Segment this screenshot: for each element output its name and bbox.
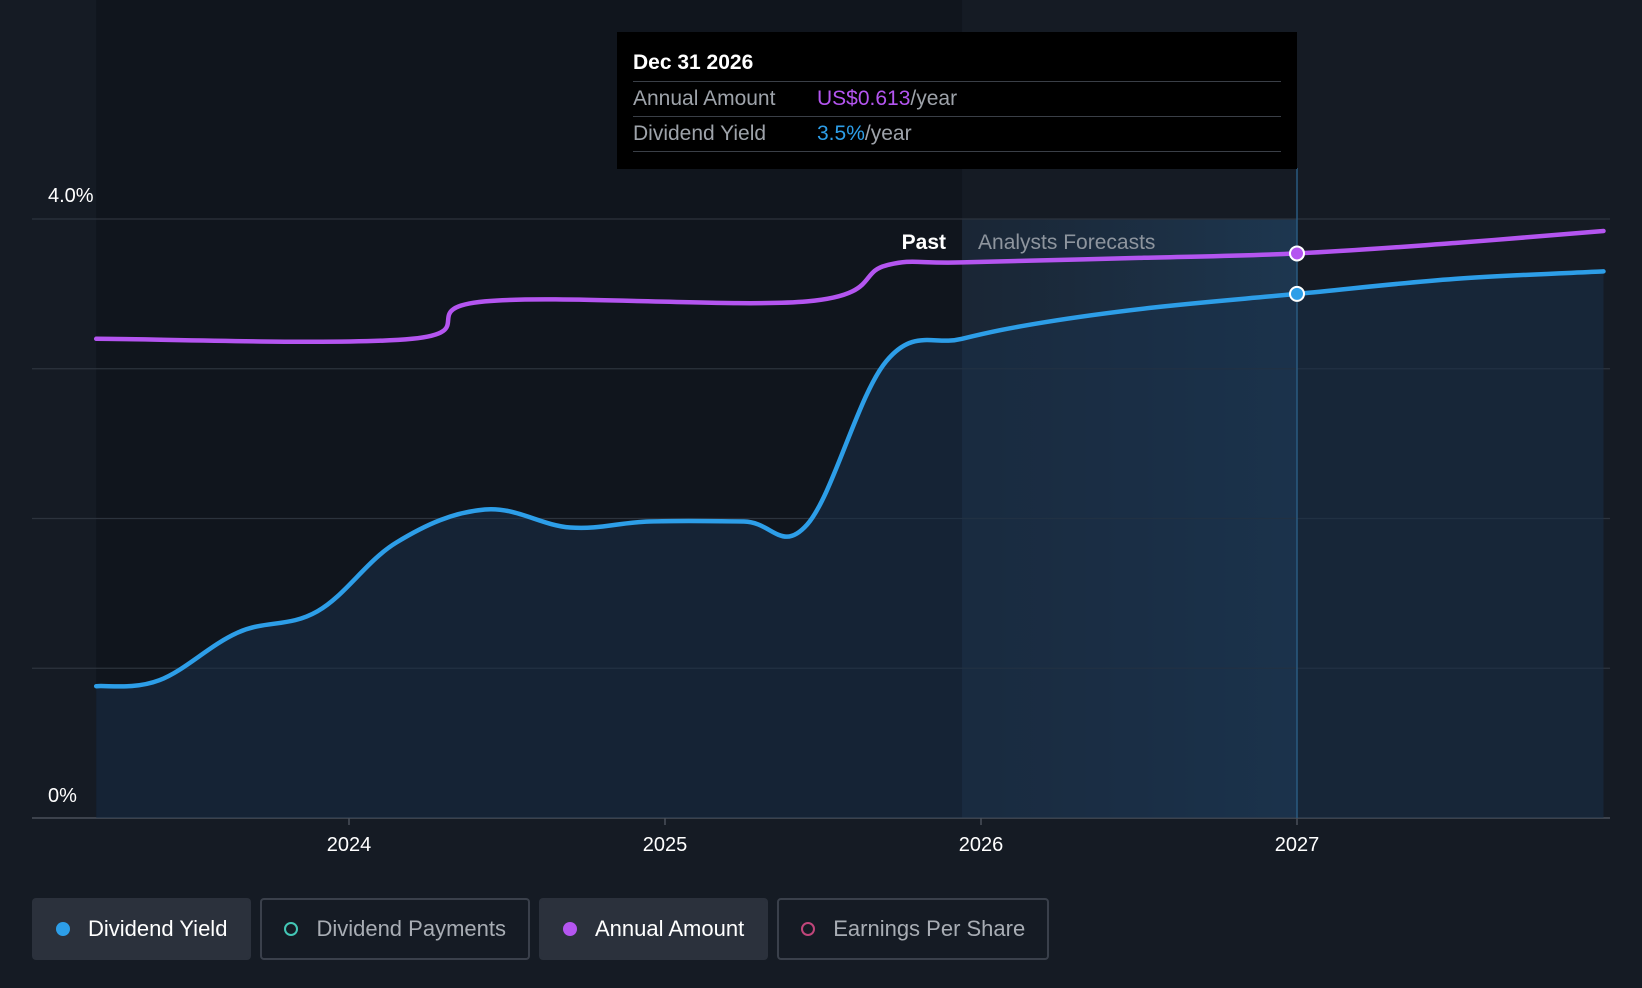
- annual-amount-line: [93, 228, 1606, 345]
- tooltip-yield-row: Dividend Yield 3.5% /year: [633, 117, 1281, 152]
- dividend-yield-marker: [1289, 285, 1305, 302]
- x-tick-label: 2026: [959, 834, 1004, 856]
- legend-dividend-yield-label: Dividend Yield: [88, 916, 228, 941]
- tooltip-annual-row: Annual Amount US$0.613 /year: [633, 82, 1281, 117]
- chart-tooltip: Dec 31 2026 Annual Amount US$0.613 /year…: [617, 32, 1297, 169]
- legend-dividend-payments-label: Dividend Payments: [316, 916, 506, 941]
- ring-dot-icon: [801, 922, 816, 936]
- dividend-yield-line: [93, 269, 1606, 689]
- x-tick-label: 2025: [643, 834, 688, 856]
- tooltip-annual-label: Annual Amount: [633, 87, 776, 110]
- legend-annual-amount-label: Annual Amount: [594, 916, 745, 941]
- tooltip-yield-unit: /year: [864, 122, 912, 145]
- legend-dividend-payments[interactable]: Dividend Payments: [260, 898, 530, 960]
- tooltip-date: Dec 31 2026: [633, 45, 1281, 82]
- tooltip-annual-value: US$0.613: [817, 87, 911, 110]
- past-label: Past: [902, 231, 946, 254]
- x-axis-ticks: 2024 2025 2026 2027: [327, 818, 1320, 856]
- filled-dot-icon: [562, 922, 577, 936]
- x-tick-label: 2024: [327, 834, 372, 856]
- legend-earnings-per-share[interactable]: Earnings Per Share: [777, 898, 1050, 960]
- y-tick-label-min: 0%: [48, 785, 77, 807]
- y-tick-label-max: 4.0%: [48, 185, 94, 207]
- x-tick-label: 2027: [1275, 834, 1320, 856]
- legend-eps-label: Earnings Per Share: [833, 916, 1026, 941]
- tooltip-annual-unit: /year: [910, 87, 958, 110]
- tooltip-yield-label: Dividend Yield: [633, 122, 767, 145]
- yield-area: [96, 271, 1604, 818]
- ring-dot-icon: [284, 922, 299, 936]
- forecast-label: Analysts Forecasts: [978, 231, 1155, 254]
- filled-dot-icon: [56, 922, 70, 936]
- chart-legend: Dividend Yield Dividend Payments Annual …: [32, 898, 1058, 960]
- legend-annual-amount[interactable]: Annual Amount: [538, 898, 769, 960]
- legend-dividend-yield[interactable]: Dividend Yield: [32, 898, 252, 960]
- tooltip-yield-value: 3.5%: [817, 122, 865, 145]
- annual-amount-marker: [1289, 245, 1305, 262]
